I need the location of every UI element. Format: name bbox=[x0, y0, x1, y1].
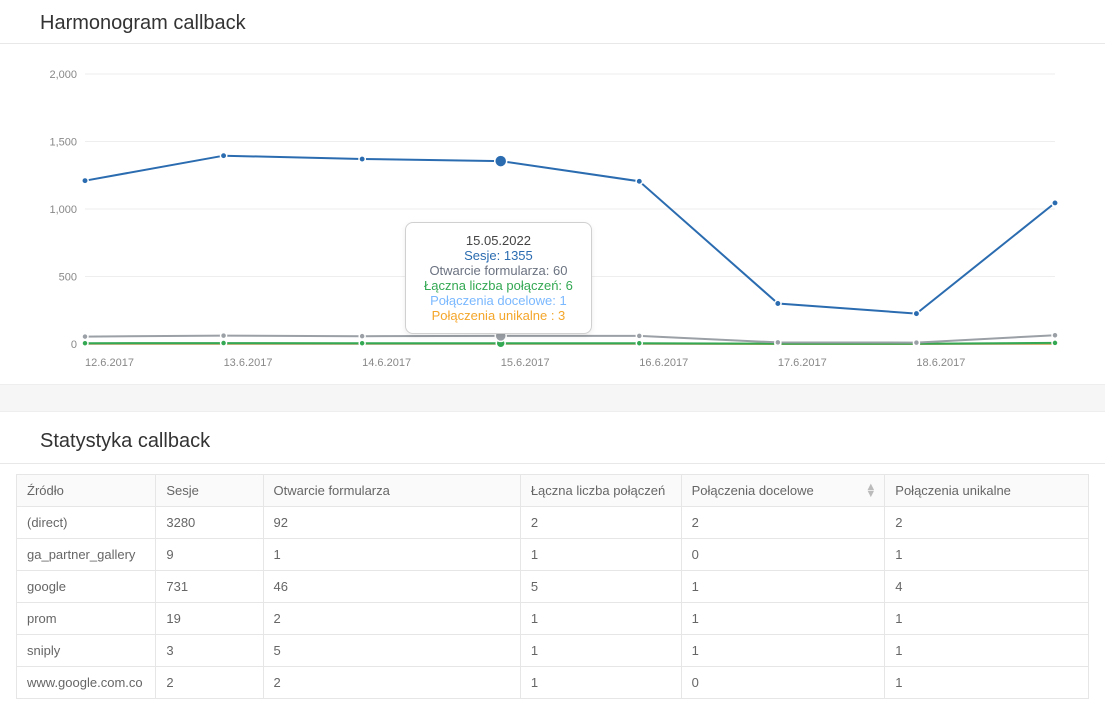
table-row: (direct)328092222 bbox=[17, 507, 1089, 539]
table-cell: 5 bbox=[520, 571, 681, 603]
svg-text:18.6.2017: 18.6.2017 bbox=[916, 357, 965, 369]
table-cell: 2 bbox=[520, 507, 681, 539]
table-row: sniply35111 bbox=[17, 635, 1089, 667]
sort-icon[interactable]: ▲▼ bbox=[865, 484, 876, 498]
table-row: ga_partner_gallery91101 bbox=[17, 539, 1089, 571]
svg-text:12.6.2017: 12.6.2017 bbox=[85, 357, 134, 369]
table-cell: 1 bbox=[681, 635, 885, 667]
table-cell: prom bbox=[17, 603, 156, 635]
table-cell: 1 bbox=[520, 635, 681, 667]
table-row: google73146514 bbox=[17, 571, 1089, 603]
table-cell: 1 bbox=[520, 603, 681, 635]
table-cell: 3 bbox=[156, 635, 263, 667]
table-header-3: Łączna liczba połączeń bbox=[520, 475, 681, 507]
table-cell: 1 bbox=[885, 667, 1089, 699]
svg-text:1,000: 1,000 bbox=[49, 204, 77, 216]
svg-text:500: 500 bbox=[59, 272, 77, 284]
table-cell: 1 bbox=[681, 603, 885, 635]
svg-text:13.6.2017: 13.6.2017 bbox=[224, 357, 273, 369]
table-cell: 1 bbox=[263, 539, 520, 571]
section-divider bbox=[0, 384, 1105, 412]
table-cell: (direct) bbox=[17, 507, 156, 539]
table-cell: 0 bbox=[681, 539, 885, 571]
table-cell: 1 bbox=[520, 539, 681, 571]
svg-text:0: 0 bbox=[71, 339, 77, 351]
table-cell: 1 bbox=[681, 571, 885, 603]
stats-table: ŹródłoSesjeOtwarcie formularzaŁączna lic… bbox=[16, 474, 1089, 699]
svg-text:15.6.2017: 15.6.2017 bbox=[501, 357, 550, 369]
table-header-2: Otwarcie formularza bbox=[263, 475, 520, 507]
table-cell: 92 bbox=[263, 507, 520, 539]
table-cell: 2 bbox=[156, 667, 263, 699]
table-cell: 2 bbox=[681, 507, 885, 539]
table-cell: 2 bbox=[263, 603, 520, 635]
table-cell: 46 bbox=[263, 571, 520, 603]
table-cell: 1 bbox=[885, 539, 1089, 571]
table-cell: google bbox=[17, 571, 156, 603]
table-cell: 1 bbox=[520, 667, 681, 699]
table-cell: 2 bbox=[885, 507, 1089, 539]
svg-text:14.6.2017: 14.6.2017 bbox=[362, 357, 411, 369]
table-cell: 4 bbox=[885, 571, 1089, 603]
table-cell: 2 bbox=[263, 667, 520, 699]
line-chart[interactable]: 0 500 1,000 1,500 2,000 12.6.2017 13.6.2017 14.… bbox=[40, 64, 1065, 374]
table-cell: 1 bbox=[885, 603, 1089, 635]
svg-text:17.6.2017: 17.6.2017 bbox=[778, 357, 827, 369]
table-row: prom192111 bbox=[17, 603, 1089, 635]
svg-text:16.6.2017: 16.6.2017 bbox=[639, 357, 688, 369]
table-cell: ga_partner_gallery bbox=[17, 539, 156, 571]
table-header-4[interactable]: Połączenia docelowe▲▼ bbox=[681, 475, 885, 507]
table-row: www.google.com.co22101 bbox=[17, 667, 1089, 699]
table-cell: 19 bbox=[156, 603, 263, 635]
table-header-1: Sesje bbox=[156, 475, 263, 507]
chart-container: 0 500 1,000 1,500 2,000 12.6.2017 13.6.2017 14.… bbox=[0, 44, 1105, 384]
svg-text:2,000: 2,000 bbox=[49, 69, 77, 81]
svg-text:1,500: 1,500 bbox=[49, 137, 77, 149]
table-cell: 3280 bbox=[156, 507, 263, 539]
table-section-title: Statystyka callback bbox=[0, 412, 1105, 464]
table-cell: 9 bbox=[156, 539, 263, 571]
table-cell: 5 bbox=[263, 635, 520, 667]
chart-section-title: Harmonogram callback bbox=[0, 0, 1105, 44]
table-header-5: Połączenia unikalne bbox=[885, 475, 1089, 507]
table-cell: 1 bbox=[885, 635, 1089, 667]
table-cell: 0 bbox=[681, 667, 885, 699]
stats-table-wrap: ŹródłoSesjeOtwarcie formularzaŁączna lic… bbox=[0, 474, 1105, 699]
table-cell: www.google.com.co bbox=[17, 667, 156, 699]
table-cell: sniply bbox=[17, 635, 156, 667]
table-cell: 731 bbox=[156, 571, 263, 603]
table-header-0: Źródło bbox=[17, 475, 156, 507]
